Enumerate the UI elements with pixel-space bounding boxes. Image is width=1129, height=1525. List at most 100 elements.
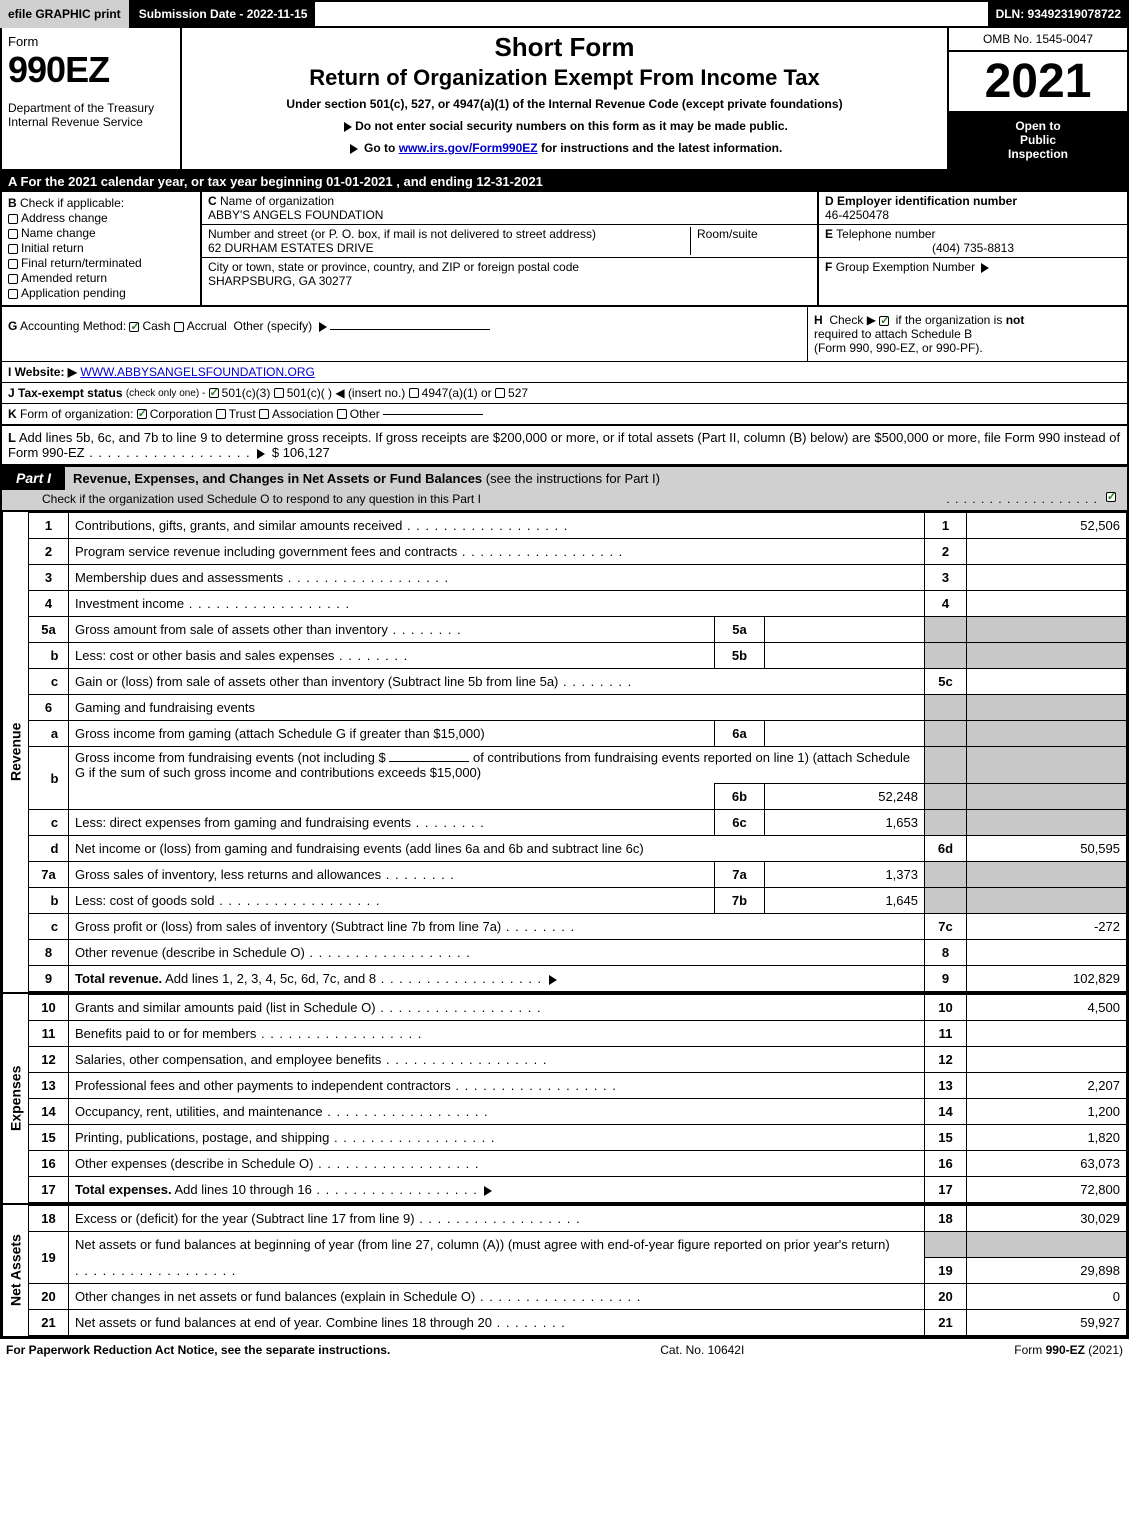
table-row: 20Other changes in net assets or fund ba… (29, 1284, 1127, 1310)
goto-line: Go to www.irs.gov/Form990EZ for instruct… (190, 141, 939, 155)
table-row: 8Other revenue (describe in Schedule O)8 (29, 940, 1127, 966)
chk-name-change[interactable] (8, 229, 18, 239)
footer-right: Form 990-EZ (2021) (1014, 1343, 1123, 1357)
chk-amended-return[interactable] (8, 274, 18, 284)
city-row: City or town, state or province, country… (202, 258, 817, 290)
street-address: 62 DURHAM ESTATES DRIVE (208, 241, 374, 255)
chk-4947[interactable] (409, 388, 419, 398)
topbar-spacer (315, 0, 987, 28)
efile-label[interactable]: efile GRAPHIC print (0, 0, 131, 28)
table-row: 14Occupancy, rent, utilities, and mainte… (29, 1099, 1127, 1125)
table-row: 16Other expenses (describe in Schedule O… (29, 1151, 1127, 1177)
chk-schedule-b-not-required[interactable] (879, 316, 889, 326)
table-row: 11Benefits paid to or for members11 (29, 1021, 1127, 1047)
irs-link[interactable]: www.irs.gov/Form990EZ (399, 141, 538, 155)
table-row: 5aGross amount from sale of assets other… (29, 617, 1127, 643)
chk-501c3[interactable] (209, 388, 219, 398)
chk-501c[interactable] (274, 388, 284, 398)
page-footer: For Paperwork Reduction Act Notice, see … (0, 1338, 1129, 1361)
part1-title: Revenue, Expenses, and Changes in Net As… (65, 467, 1127, 490)
website-link[interactable]: WWW.ABBYSANGELSFOUNDATION.ORG (80, 365, 314, 379)
dept-irs: Internal Revenue Service (8, 115, 174, 129)
triangle-icon (319, 322, 327, 332)
group-exemption-row: F Group Exemption Number (819, 258, 1127, 276)
table-row: 13Professional fees and other payments t… (29, 1073, 1127, 1099)
omb-number: OMB No. 1545-0047 (949, 28, 1127, 52)
submission-date: Submission Date - 2022-11-15 (131, 0, 316, 28)
org-name: ABBY'S ANGELS FOUNDATION (208, 208, 383, 222)
tax-year: 2021 (949, 52, 1127, 111)
chk-application-pending[interactable] (8, 289, 18, 299)
chk-initial-return[interactable] (8, 244, 18, 254)
table-row: 10Grants and similar amounts paid (list … (29, 995, 1127, 1021)
table-row: 4Investment income4 (29, 591, 1127, 617)
table-row: 12Salaries, other compensation, and empl… (29, 1047, 1127, 1073)
triangle-icon (484, 1186, 492, 1196)
open-to-public: Open to Public Inspection (949, 111, 1127, 169)
revenue-table: 1Contributions, gifts, grants, and simil… (28, 512, 1127, 992)
header-right: OMB No. 1545-0047 2021 Open to Public In… (947, 28, 1127, 169)
city-state-zip: SHARPSBURG, GA 30277 (208, 274, 352, 288)
title-short-form: Short Form (190, 32, 939, 63)
form-word: Form (8, 34, 174, 49)
dln-label: DLN: 93492319078722 (988, 0, 1129, 28)
table-row: 1929,898 (29, 1258, 1127, 1284)
chk-final-return[interactable] (8, 259, 18, 269)
under-section: Under section 501(c), 527, or 4947(a)(1)… (190, 97, 939, 111)
table-row: 7aGross sales of inventory, less returns… (29, 862, 1127, 888)
section-a-tax-year: A For the 2021 calendar year, or tax yea… (2, 171, 1127, 192)
chk-association[interactable] (259, 409, 269, 419)
expenses-section: Expenses 10Grants and similar amounts pa… (2, 992, 1127, 1203)
ein-row: D Employer identification number 46-4250… (819, 192, 1127, 225)
other-org-input[interactable] (383, 414, 483, 415)
triangle-icon (549, 975, 557, 985)
footer-left: For Paperwork Reduction Act Notice, see … (6, 1343, 390, 1357)
triangle-icon (350, 144, 358, 154)
table-row: 21Net assets or fund balances at end of … (29, 1310, 1127, 1336)
line-gh: G Accounting Method: Cash Accrual Other … (2, 307, 1127, 362)
dept-treasury: Department of the Treasury (8, 101, 174, 115)
chk-trust[interactable] (216, 409, 226, 419)
table-row: 9Total revenue. Add lines 1, 2, 3, 4, 5c… (29, 966, 1127, 992)
form-number: 990EZ (8, 49, 174, 91)
revenue-section: Revenue 1Contributions, gifts, grants, a… (2, 510, 1127, 992)
header-left: Form 990EZ Department of the Treasury In… (2, 28, 182, 169)
chk-527[interactable] (495, 388, 505, 398)
form-body: Form 990EZ Department of the Treasury In… (0, 28, 1129, 1338)
identity-block: B Check if applicable: Address change Na… (2, 192, 1127, 307)
chk-accrual[interactable] (174, 322, 184, 332)
chk-corporation[interactable] (137, 409, 147, 419)
table-row: bLess: cost of goods sold7b1,645 (29, 888, 1127, 914)
table-row: 1Contributions, gifts, grants, and simil… (29, 513, 1127, 539)
room-suite: Room/suite (691, 227, 811, 255)
expenses-vlabel: Expenses (2, 994, 28, 1203)
footer-cat-no: Cat. No. 10642I (660, 1343, 744, 1357)
table-row: cLess: direct expenses from gaming and f… (29, 810, 1127, 836)
chk-schedule-o-used[interactable] (1106, 492, 1116, 502)
street-row: Number and street (or P. O. box, if mail… (202, 225, 817, 258)
chk-address-change[interactable] (8, 214, 18, 224)
part1-tab: Part I (2, 466, 65, 490)
triangle-icon (981, 263, 989, 273)
section-b-checkboxes: B Check if applicable: Address change Na… (2, 192, 202, 305)
telephone-value: (404) 735-8813 (825, 241, 1121, 255)
triangle-icon (257, 449, 265, 459)
table-row: 6Gaming and fundraising events (29, 695, 1127, 721)
line-k-form-of-org: K Form of organization: Corporation Trus… (2, 404, 1127, 426)
gross-receipts-amount: $ 106,127 (272, 445, 330, 460)
other-specify-input[interactable] (330, 329, 490, 330)
table-row: 15Printing, publications, postage, and s… (29, 1125, 1127, 1151)
header-center: Short Form Return of Organization Exempt… (182, 28, 947, 169)
expenses-table: 10Grants and similar amounts paid (list … (28, 994, 1127, 1203)
net-assets-table: 18Excess or (deficit) for the year (Subt… (28, 1205, 1127, 1336)
table-row: bLess: cost or other basis and sales exp… (29, 643, 1127, 669)
table-row: 18Excess or (deficit) for the year (Subt… (29, 1206, 1127, 1232)
table-row: 19Net assets or fund balances at beginni… (29, 1232, 1127, 1258)
org-name-row: C Name of organization ABBY'S ANGELS FOU… (202, 192, 817, 225)
chk-cash[interactable] (129, 322, 139, 332)
chk-other-org[interactable] (337, 409, 347, 419)
table-row: 3Membership dues and assessments3 (29, 565, 1127, 591)
part1-subtext: Check if the organization used Schedule … (2, 490, 1127, 510)
contrib-amount-input[interactable] (389, 761, 469, 762)
line-j-tax-status: J Tax-exempt status (check only one) - 5… (2, 383, 1127, 404)
